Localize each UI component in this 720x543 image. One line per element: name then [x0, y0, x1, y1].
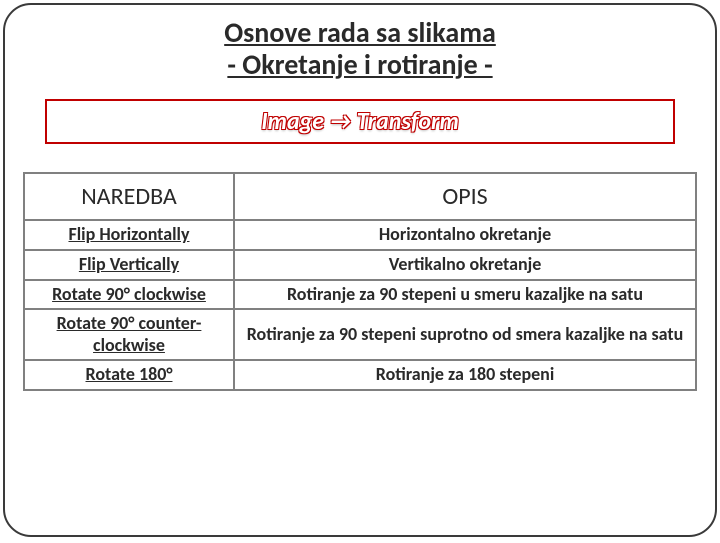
header-command: NAREDBA: [24, 173, 234, 220]
header-description: OPIS: [234, 173, 696, 220]
cell-description: Rotiranje za 90 stepeni u smeru kazaljke…: [234, 280, 696, 310]
cell-command: Flip Vertically: [24, 250, 234, 280]
command-text: Rotate 90° clockwise: [52, 283, 206, 305]
cell-description: Vertikalno okretanje: [234, 250, 696, 280]
cell-command: Rotate 180°: [24, 360, 234, 390]
title-line-1: Osnove rada sa slikama: [23, 17, 697, 49]
title-block: Osnove rada sa slikama - Okretanje i rot…: [23, 17, 697, 81]
cell-description: Rotiranje za 180 stepeni: [234, 360, 696, 390]
cell-description: Rotiranje za 90 stepeni suprotno od smer…: [234, 309, 696, 360]
table-header-row: NAREDBA OPIS: [24, 173, 696, 220]
table-row: Flip Horizontally Horizontalno okretanje: [24, 220, 696, 250]
title-line-2: - Okretanje i rotiranje -: [23, 49, 697, 81]
table-row: Rotate 90° clockwise Rotiranje za 90 ste…: [24, 280, 696, 310]
command-text: Flip Vertically: [79, 253, 179, 275]
command-text: Flip Horizontally: [68, 223, 189, 245]
slide-frame: Osnove rada sa slikama - Okretanje i rot…: [3, 3, 717, 537]
table-row: Flip Vertically Vertikalno okretanje: [24, 250, 696, 280]
menu-path-box: Image → Transform: [45, 99, 675, 144]
commands-table: NAREDBA OPIS Flip Horizontally Horizonta…: [23, 172, 697, 391]
cell-command: Flip Horizontally: [24, 220, 234, 250]
menu-path-text: Image → Transform: [261, 107, 458, 136]
cell-description: Horizontalno okretanje: [234, 220, 696, 250]
cell-command: Rotate 90° counter-clockwise: [24, 309, 234, 360]
table-row: Rotate 90° counter-clockwise Rotiranje z…: [24, 309, 696, 360]
command-text: Rotate 90° counter-clockwise: [57, 312, 202, 356]
table-row: Rotate 180° Rotiranje za 180 stepeni: [24, 360, 696, 390]
command-text: Rotate 180°: [86, 363, 173, 385]
cell-command: Rotate 90° clockwise: [24, 280, 234, 310]
